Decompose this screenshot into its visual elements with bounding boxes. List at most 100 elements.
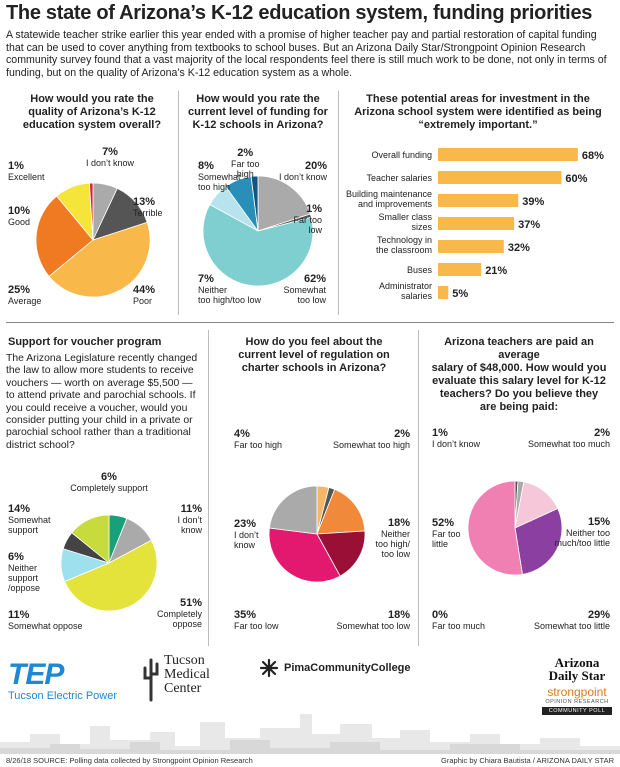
bar-building-maintenance-and-improvements xyxy=(438,194,519,207)
label-text: Poor xyxy=(133,296,153,306)
q6-line: teachers? Do you believe they xyxy=(439,388,599,400)
q2-line: K-12 schools in Arizona? xyxy=(192,119,324,131)
label-text: know xyxy=(180,525,202,535)
bar-administrator-salaries xyxy=(438,286,449,299)
label-pct: 23% xyxy=(234,518,257,530)
q5-line: charter schools in Arizona? xyxy=(241,362,387,374)
salary-label-stm: 2% Somewhat too much xyxy=(516,427,610,449)
pima-name: PimaCommunityCollege xyxy=(284,662,411,674)
bar-overall-funding xyxy=(438,148,578,161)
label-pct: 7% xyxy=(198,273,214,285)
funding-label-dk: 20% I don’t know xyxy=(275,160,327,182)
voucher-label-ss: 14% Somewhat support xyxy=(8,503,51,535)
funding-pie-chart xyxy=(202,175,314,287)
quality-label-average: 25% Average xyxy=(8,284,41,306)
label-text: support xyxy=(8,525,39,535)
label-pct: 0% xyxy=(432,609,448,621)
community-poll-badge: COMMUNITY POLL xyxy=(542,707,612,715)
skyline-front xyxy=(0,740,620,754)
slice-neither-too-high-too-low xyxy=(316,488,366,535)
label-text: too high/ xyxy=(375,539,410,549)
label-text: Neither too xyxy=(565,528,610,538)
city-skyline xyxy=(0,714,620,754)
footer-source: 8/26/18 SOURCE: Polling data collected b… xyxy=(6,756,253,765)
slice-far-too-low xyxy=(268,527,341,583)
slice-somewhat-too-little xyxy=(514,507,563,575)
charter-question: How do you feel about the current level … xyxy=(214,336,414,375)
investment-bar-chart: Overall funding 68% Teacher salaries 60% Bui… xyxy=(346,148,604,301)
charter-label-neither: 18% Neither too high/too low xyxy=(360,517,410,559)
q3-line: These potential areas for investment in … xyxy=(366,93,590,105)
voucher-label-co: 51% Completely oppose xyxy=(148,597,202,629)
slice-somewhat-too-low xyxy=(202,203,314,287)
ads-line: Arizona xyxy=(554,655,600,670)
slice-poor xyxy=(48,221,151,298)
label-text: much/too little xyxy=(554,538,610,548)
funding-label-neither: 7% Neither too high/too low xyxy=(198,273,261,305)
label-text: Somewhat xyxy=(198,172,241,182)
voucher-label-dk: 11% I don’t know xyxy=(166,503,202,535)
cactus-icon xyxy=(143,658,159,702)
intro-text: A statewide teacher strike earlier this … xyxy=(6,29,607,79)
q2-line: current level of funding for xyxy=(188,106,328,118)
bar-label-overall-funding: Overall funding xyxy=(371,150,432,160)
label-text: I don’t know xyxy=(278,172,327,182)
label-text: too low xyxy=(381,549,410,559)
funding-label-fth: 2% Far too high xyxy=(231,147,260,179)
label-pct: 35% xyxy=(234,609,257,621)
label-pct: 2% xyxy=(237,147,254,159)
charter-label-ftl: 35% Far too low xyxy=(234,609,279,631)
salary-label-stl: 29% Somewhat too little xyxy=(510,609,610,631)
voucher-pie-chart xyxy=(60,514,158,612)
label-text: I don’t xyxy=(234,530,259,540)
label-pct: 6% xyxy=(8,551,24,563)
label-text: too high/too low xyxy=(198,295,262,305)
slice-i-don-t-know xyxy=(257,175,311,232)
label-text: Far too xyxy=(231,159,260,169)
label-pct: 18% xyxy=(387,517,410,529)
funding-label-sth: 8% Somewhat too high xyxy=(198,160,241,192)
quality-label-terrible: 13% Terrible xyxy=(133,196,163,218)
label-pct: 52% xyxy=(432,517,455,529)
label-text: Far too low xyxy=(234,621,279,631)
label-pct: 7% xyxy=(102,146,118,158)
label-pct: 51% xyxy=(179,597,202,609)
pima-star-icon xyxy=(259,658,279,678)
label-pct: 25% xyxy=(8,284,31,296)
q6-line: evaluate this salary level for K-12 xyxy=(432,375,606,387)
label-text: Far too much xyxy=(432,621,486,631)
label-text: Completely xyxy=(156,609,202,619)
slice-excellent xyxy=(88,182,94,241)
salary-label-ftl: 52% Far too little xyxy=(432,517,461,549)
slice-far-too-little xyxy=(467,480,523,576)
label-text: Terrible xyxy=(133,208,163,218)
charter-label-sth: 2% Somewhat too high xyxy=(318,428,410,450)
investment-question: These potential areas for investment in … xyxy=(346,93,610,132)
q3-line: “extremely important.” xyxy=(418,119,538,131)
label-text: Somewhat xyxy=(283,285,326,295)
voucher-question: Support for voucher program xyxy=(8,336,162,348)
label-text: Somewhat too little xyxy=(533,621,610,631)
label-text: little xyxy=(432,539,449,549)
slice-somewhat-too-low xyxy=(316,530,366,577)
label-text: low xyxy=(308,225,322,235)
label-pct: 15% xyxy=(587,516,610,528)
label-text: I don’t xyxy=(177,515,202,525)
label-pct: 44% xyxy=(133,284,156,296)
q6-line: Arizona teachers are paid an average xyxy=(444,336,594,361)
slice-average xyxy=(35,195,94,277)
quality-question: How would you rate the quality of Arizon… xyxy=(12,93,172,132)
charter-label-fth: 4% Far too high xyxy=(234,428,282,450)
label-pct: 18% xyxy=(387,609,410,621)
q1-line: quality of Arizona’s K-12 xyxy=(28,106,156,118)
label-text: Far too xyxy=(432,529,461,539)
label-text: oppose xyxy=(172,619,202,629)
label-pct: 14% xyxy=(8,503,31,515)
tmc-line: Medical xyxy=(164,667,210,682)
funding-label-ftl: 1% Far too low xyxy=(290,203,322,235)
quality-label-good: 10% Good xyxy=(8,205,30,227)
q5-line: How do you feel about the xyxy=(245,336,383,348)
label-pct: 11% xyxy=(180,503,202,515)
tmc-line: Center xyxy=(164,681,202,696)
bar-label-buses: Buses xyxy=(407,265,433,275)
